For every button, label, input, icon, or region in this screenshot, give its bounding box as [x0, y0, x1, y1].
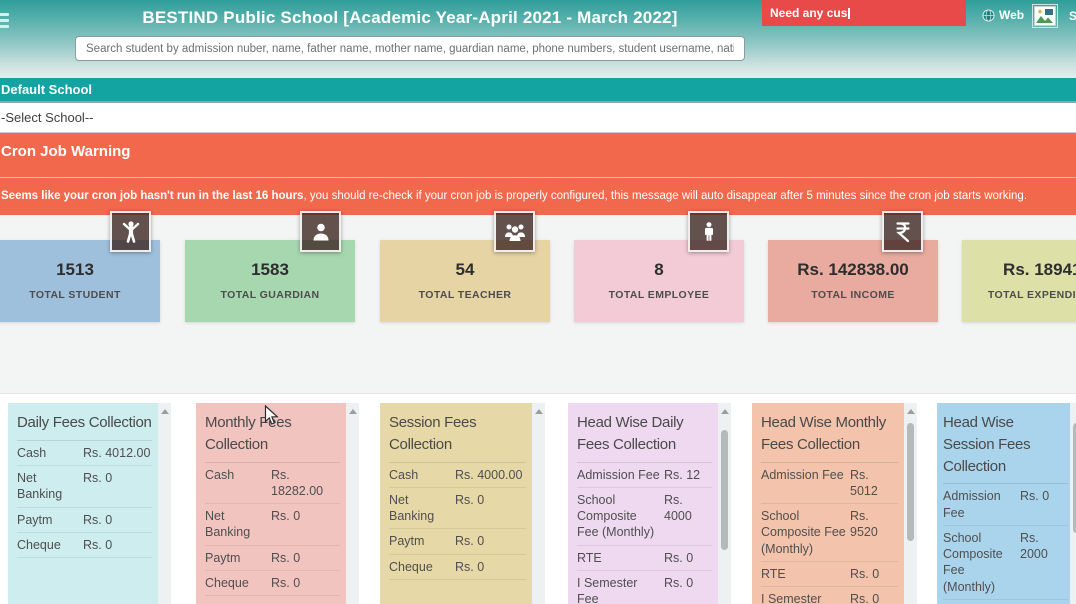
stat-value: 1513 [56, 260, 94, 279]
stat-card-total-expenditure: Rs. 189414 TOTAL EXPENDITURE [962, 240, 1076, 322]
fee-row: Admission Fee Rs. 5012 [761, 463, 898, 504]
fee-row: School Composite Fee (Monthly) Rs. 2000 [943, 526, 1068, 600]
card-title: Head Wise Monthly Fees Collection [761, 412, 898, 463]
monthly-fees-card: Monthly Fees Collection Cash Rs. 18282.00… [196, 403, 346, 604]
fee-row: Net Banking Rs. 0 [389, 488, 526, 530]
stat-label: TOTAL STUDENT [29, 289, 121, 301]
fee-row: Admission Fee Rs. 0 [943, 484, 1068, 526]
stat-card-total-income: Rs. 142838.00 TOTAL INCOME [768, 240, 938, 322]
cron-warning-message: Seems like your cron job hasn't run in t… [1, 190, 1028, 202]
scrollbar-thumb[interactable] [907, 423, 914, 541]
rupee-icon [882, 211, 923, 252]
notification-marquee[interactable]: Need any cus [762, 0, 966, 26]
card-scrollbar[interactable] [718, 403, 731, 604]
truncated-link-text[interactable]: S [1069, 9, 1076, 23]
web-link-label: Web [999, 8, 1025, 22]
scrollbar-thumb[interactable] [721, 430, 728, 550]
scroll-up-icon[interactable] [534, 409, 543, 414]
marquee-text: Need any cus [770, 6, 848, 20]
fee-row: Cheque Rs. 0 [389, 555, 526, 580]
globe-icon [982, 8, 995, 22]
school-select-dropdown[interactable]: -Select School-- [0, 101, 1076, 133]
scroll-up-icon[interactable] [348, 409, 357, 414]
fee-row: Paytm Rs. 0 [389, 529, 526, 555]
headwise-session-fees-card: Head Wise Session Fees Collection Admiss… [937, 403, 1070, 604]
fee-row: Cheque Rs. 0 [205, 571, 340, 596]
card-title: Head Wise Session Fees Collection [943, 412, 1068, 485]
scrollbar-thumb[interactable] [1073, 423, 1076, 533]
fee-row: Admission Fee Rs. 12 [577, 463, 712, 488]
card-scrollbar[interactable] [1070, 403, 1076, 604]
default-school-label: Default School [1, 82, 93, 97]
stat-card-total-guardian: 1583 TOTAL GUARDIAN [185, 240, 355, 322]
fee-row: Net Banking Rs. 0 [17, 466, 152, 508]
stat-value: 8 [654, 260, 664, 279]
stat-card-total-student: 1513 TOTAL STUDENT [0, 240, 160, 322]
stat-value: 54 [455, 260, 475, 279]
stat-card-total-teacher: 54 TOTAL TEACHER [380, 240, 550, 322]
teachers-group-icon [494, 211, 535, 252]
scroll-up-icon[interactable] [906, 409, 915, 414]
stat-value: 1583 [251, 260, 289, 279]
scroll-up-icon[interactable] [160, 409, 169, 414]
student-icon [110, 211, 151, 252]
fee-row: School Composite Fee (Monthly) Rs. 4000 [577, 488, 712, 546]
card-title: Head Wise Daily Fees Collection [577, 412, 712, 463]
fee-row: Cash Rs. 4000.00 [389, 463, 526, 488]
cron-warning-banner: Cron Job Warning Seems like your cron jo… [0, 133, 1076, 215]
stat-value: Rs. 189414 [1003, 260, 1076, 279]
page-title: BESTIND Public School [Academic Year-Apr… [142, 8, 678, 27]
daily-fees-card: Daily Fees Collection Cash Rs. 4012.00 Ne… [8, 403, 158, 604]
stat-label: TOTAL EXPENDITURE [987, 289, 1076, 301]
card-title: Session Fees Collection [389, 412, 526, 463]
card-scrollbar[interactable] [346, 403, 359, 604]
menu-icon[interactable] [0, 13, 11, 31]
headwise-monthly-fees-card: Head Wise Monthly Fees Collection Admiss… [752, 403, 904, 604]
card-scrollbar[interactable] [904, 403, 917, 604]
fee-row: Net Banking Rs. 0 [205, 504, 340, 546]
card-scrollbar[interactable] [158, 403, 171, 604]
school-select-value: -Select School-- [1, 110, 94, 125]
fee-row: Cash Rs. 18282.00 [205, 463, 340, 504]
web-link[interactable]: Web [982, 8, 1024, 22]
divider [0, 177, 1076, 178]
card-title: Monthly Fees Collection [205, 412, 340, 463]
fee-row: Cash Rs. 4012.00 [17, 441, 152, 466]
avatar-image-icon[interactable] [1032, 4, 1058, 33]
stat-label: TOTAL TEACHER [418, 289, 512, 301]
stat-card-total-employee: 8 TOTAL EMPLOYEE [574, 240, 744, 322]
stat-value: Rs. 142838.00 [797, 260, 909, 279]
card-title: Daily Fees Collection [17, 412, 152, 441]
headwise-daily-fees-card: Head Wise Daily Fees Collection Admissio… [568, 403, 718, 604]
cron-warning-title: Cron Job Warning [1, 143, 131, 160]
fee-row: Cheque Rs. 0 [17, 533, 152, 558]
session-fees-card: Session Fees Collection Cash Rs. 4000.00 … [380, 403, 532, 604]
stat-label: TOTAL INCOME [811, 289, 895, 301]
student-search-input[interactable] [75, 36, 745, 61]
default-school-bar: Default School [0, 78, 1076, 101]
stat-label: TOTAL GUARDIAN [220, 289, 320, 301]
fee-row: Paytm Rs. 0 [205, 546, 340, 571]
stat-label: TOTAL EMPLOYEE [608, 289, 710, 301]
card-scrollbar[interactable] [532, 403, 545, 604]
fee-row: School Composite Fee (Monthly) Rs. 9520 [761, 504, 898, 562]
employee-icon [688, 211, 729, 252]
scroll-up-icon[interactable] [720, 409, 729, 414]
fee-row: Paytm Rs. 0 [17, 508, 152, 533]
text-caret [848, 8, 851, 20]
app-header: BESTIND Public School [Academic Year-Apr… [0, 0, 1076, 78]
guardian-icon [300, 211, 341, 252]
